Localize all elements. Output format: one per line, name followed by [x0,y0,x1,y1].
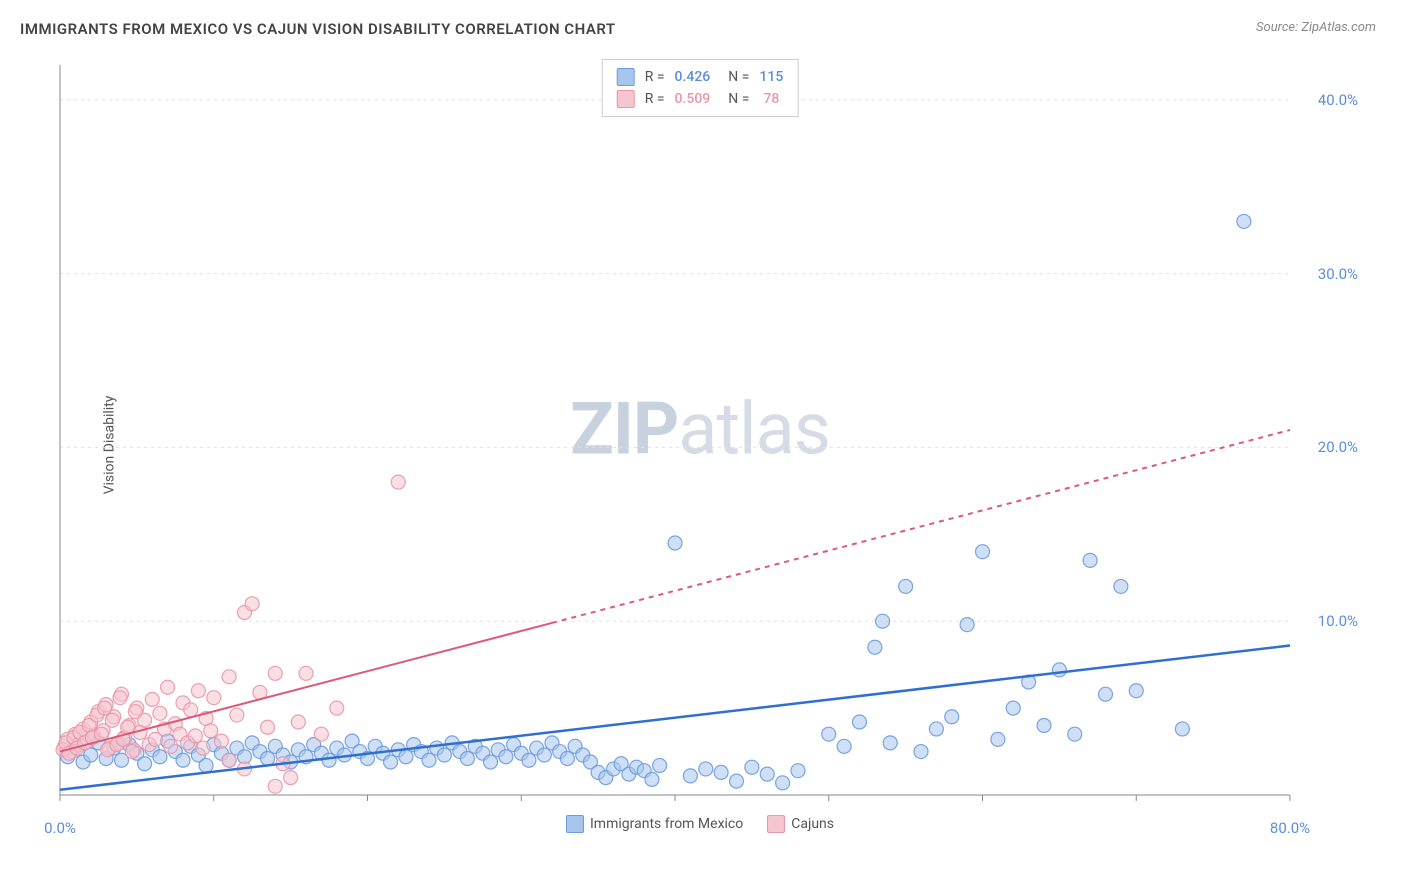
scatter-chart [50,55,1350,835]
n-value-blue: 115 [759,66,783,88]
y-tick-label: 30.0% [1318,265,1358,283]
legend-row-blue: R = 0.426 N = 115 [617,66,784,88]
x-tick-label: 0.0% [44,819,76,837]
series-legend: Immigrants from Mexico Cajuns [566,815,834,833]
legend-swatch-blue [617,68,635,86]
legend-swatch-pink [617,90,635,108]
n-label: N = [728,66,749,88]
n-label: N = [728,88,749,110]
legend-label-cajuns: Cajuns [791,816,834,832]
y-tick-label: 40.0% [1318,91,1358,109]
plot-area: Vision Disability ZIPatlas R = 0.426 N =… [50,55,1350,835]
r-value-blue: 0.426 [675,66,711,88]
legend-item-mexico: Immigrants from Mexico [566,815,743,833]
y-tick-label: 10.0% [1318,612,1358,630]
r-label: R = [645,66,665,88]
y-tick-label: 20.0% [1318,438,1358,456]
legend-label-mexico: Immigrants from Mexico [590,816,743,832]
chart-title: IMMIGRANTS FROM MEXICO VS CAJUN VISION D… [20,20,616,38]
r-value-pink: 0.509 [675,88,711,110]
legend-row-pink: R = 0.509 N = 78 [617,88,784,110]
legend-swatch-pink [767,815,785,833]
n-value-pink: 78 [763,88,779,110]
legend-item-cajuns: Cajuns [767,815,834,833]
r-label: R = [645,88,665,110]
legend-swatch-blue [566,815,584,833]
x-tick-label: 80.0% [1270,819,1310,837]
source-label: Source: ZipAtlas.com [1256,20,1376,35]
correlation-legend: R = 0.426 N = 115 R = 0.509 N = 78 [602,59,799,117]
